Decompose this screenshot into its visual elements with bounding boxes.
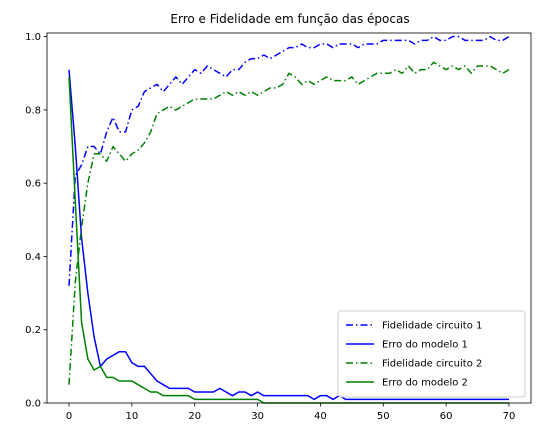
series-line-erro-do-modelo-1 — [68, 69, 509, 401]
x-tick-label: 20 — [188, 411, 201, 422]
x-tick-label: 60 — [440, 411, 453, 422]
legend-label-erro-do-modelo-1: Erro do modelo 1 — [382, 340, 468, 351]
series-line-fidelidade-circuito-2 — [68, 61, 510, 385]
y-axis: 0.0 0.2 0.4 0.6 0.8 1.0 — [25, 32, 47, 410]
y-tick-label: 0.2 — [25, 325, 41, 336]
x-tick-label: 30 — [251, 411, 264, 422]
x-axis: 0 10 20 30 40 50 60 70 — [66, 403, 516, 422]
legend-label-fidelidade-circuito-1: Fidelidade circuito 1 — [382, 321, 482, 332]
plot-frame — [46, 32, 532, 404]
y-tick-label: 0.6 — [25, 179, 41, 190]
y-tick-label: 1.0 — [25, 32, 41, 43]
x-tick-label: 10 — [125, 411, 138, 422]
y-tick-label: 0.4 — [25, 252, 41, 263]
y-tick-label: 0.8 — [25, 105, 41, 116]
legend-box — [337, 310, 526, 398]
chart-title: Erro e Fidelidade em função das épocas — [170, 12, 409, 26]
y-tick-label: 0.0 — [25, 399, 41, 410]
x-tick-label: 50 — [377, 411, 390, 422]
series-line-fidelidade-circuito-1 — [68, 35, 510, 286]
legend-label-fidelidade-circuito-2: Fidelidade circuito 2 — [382, 359, 482, 370]
legend-label-erro-do-modelo-2: Erro do modelo 2 — [382, 378, 468, 389]
legend: Fidelidade circuito 1 Erro do modelo 1 Fid… — [337, 310, 526, 398]
x-tick-label: 40 — [314, 411, 327, 422]
x-tick-label: 70 — [503, 411, 516, 422]
x-tick-label: 0 — [66, 411, 72, 422]
